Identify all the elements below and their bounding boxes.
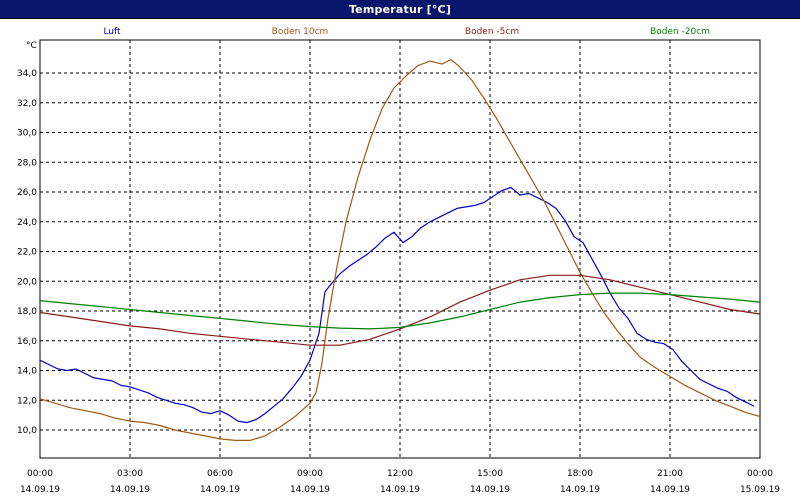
x-tick-time: 03:00 (117, 469, 143, 479)
chart-title-bar: Temperatur [°C] (0, 0, 800, 19)
y-tick-label: 10,0 (17, 426, 37, 436)
x-tick-time: 09:00 (297, 469, 323, 479)
x-tick-time: 21:00 (657, 469, 683, 479)
legend-entry: Luft (103, 27, 121, 37)
chart-title: Temperatur [°C] (348, 3, 452, 16)
x-tick-date: 14.09.19 (20, 485, 60, 495)
x-tick-time: 00:00 (27, 469, 53, 479)
legend-entry: Boden -5cm (465, 27, 519, 37)
x-tick-date: 15.09.19 (740, 485, 780, 495)
x-tick-time: 00:00 (747, 469, 773, 479)
x-tick-time: 15:00 (477, 469, 503, 479)
series-line (39, 58, 761, 441)
series-line (39, 186, 755, 424)
y-tick-label: 20,0 (17, 277, 37, 287)
x-tick-date: 14.09.19 (560, 485, 600, 495)
y-tick-label: 12,0 (17, 396, 37, 406)
y-tick-label: 14,0 (17, 367, 37, 377)
y-tick-label: 18,0 (17, 307, 37, 317)
x-tick-date: 14.09.19 (110, 485, 150, 495)
y-tick-label: 30,0 (17, 129, 37, 139)
y-tick-label: 22,0 (17, 248, 37, 258)
y-tick-label: 24,0 (17, 218, 37, 228)
x-tick-time: 18:00 (567, 469, 593, 479)
x-tick-date: 14.09.19 (200, 485, 240, 495)
x-tick-date: 14.09.19 (290, 485, 330, 495)
x-tick-time: 06:00 (207, 469, 233, 479)
y-unit-label: °C (26, 41, 37, 51)
y-tick-label: 16,0 (17, 337, 37, 347)
legend-entry: Boden 10cm (272, 27, 329, 37)
series-line (39, 292, 761, 330)
series-line (39, 274, 761, 346)
y-tick-label: 32,0 (17, 99, 37, 109)
x-tick-date: 14.09.19 (650, 485, 690, 495)
y-tick-label: 34,0 (17, 69, 37, 79)
x-tick-time: 12:00 (387, 469, 413, 479)
x-tick-date: 14.09.19 (380, 485, 420, 495)
y-tick-label: 28,0 (17, 158, 37, 168)
y-tick-label: 26,0 (17, 188, 37, 198)
x-tick-date: 14.09.19 (470, 485, 510, 495)
legend-entry: Boden -20cm (650, 27, 710, 37)
